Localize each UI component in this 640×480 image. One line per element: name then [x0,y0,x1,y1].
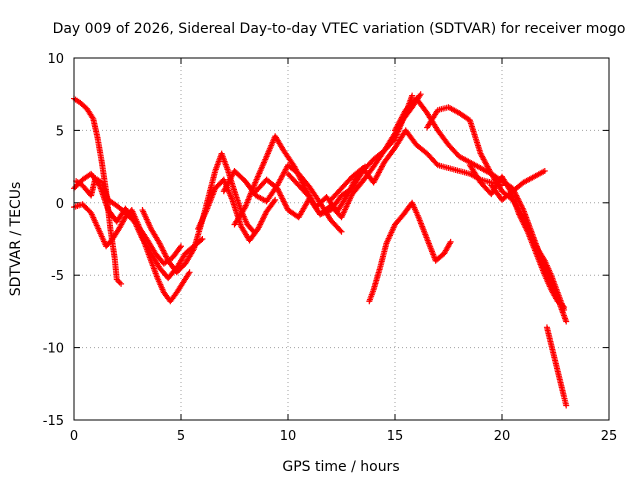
satellite-track-1 [71,95,125,287]
satellite-track-13 [392,95,570,325]
y-axis-label: SDTVAR / TECUs [8,182,24,297]
x-tick-label: 20 [494,429,511,444]
data-point [272,196,279,203]
satellite-track-3 [71,201,193,305]
data-point [447,238,454,245]
data-point [338,228,345,235]
satellite-track-15 [466,162,568,311]
data-point [409,92,416,99]
x-tick-label: 10 [280,429,297,444]
y-tick-label: 10 [47,52,64,67]
satellite-track-7 [220,162,345,235]
data-point [199,236,206,242]
y-tick-label: 5 [56,124,64,139]
data-point [178,243,184,250]
y-tick-label: 0 [56,197,64,212]
chart-title: Day 009 of 2026, Sidereal Day-to-day VTE… [53,21,626,37]
x-tick-label: 0 [70,429,78,444]
plot-border [73,57,610,421]
satellite-track-6 [195,176,279,244]
satellite-track-12 [366,199,454,305]
data-point [541,167,548,174]
data-point [186,269,193,276]
y-tick-label: -10 [43,342,64,357]
satellite-track-16 [488,167,548,203]
satellite-track-10 [285,92,416,221]
axis-ticks: 0 5 10 15 20 25 10 5 0 -5 -10 -15 [43,52,618,444]
data-point [563,402,570,409]
x-axis-label: GPS time / hours [282,459,399,475]
data-point [271,198,278,205]
y-tick-label: -5 [51,269,64,284]
data-point [337,227,344,234]
data-point [417,91,424,98]
data-point [559,302,566,309]
data-point [561,304,568,311]
x-tick-label: 15 [387,429,404,444]
data-point [118,280,125,287]
grid-lines [74,58,609,420]
satellite-track-17 [543,324,570,409]
satellite-track-9 [252,91,424,221]
data-point [177,244,184,251]
x-tick-label: 5 [177,429,185,444]
data-points [71,91,570,409]
y-tick-label: -15 [43,414,64,429]
data-point [116,279,123,286]
x-tick-label: 25 [601,429,618,444]
data-point [563,318,570,325]
